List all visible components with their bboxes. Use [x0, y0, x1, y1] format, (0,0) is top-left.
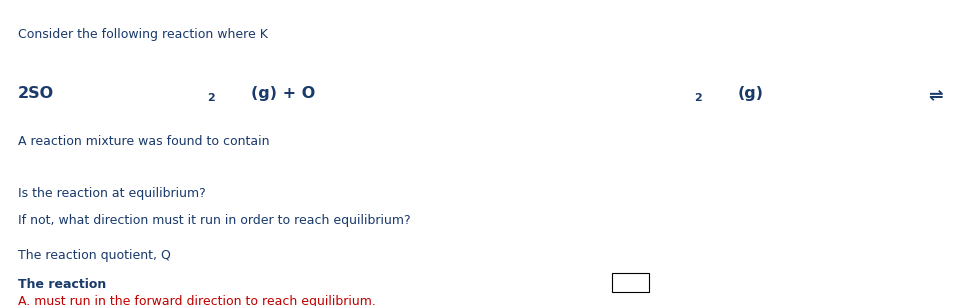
Text: If not, what direction must it run in order to reach equilibrium?: If not, what direction must it run in or…	[18, 214, 410, 227]
Text: A. must run in the forward direction to reach equilibrium.: A. must run in the forward direction to …	[18, 295, 376, 306]
FancyBboxPatch shape	[612, 273, 649, 292]
Text: 2: 2	[207, 93, 215, 103]
Text: 2SO: 2SO	[18, 86, 54, 101]
Text: Consider the following reaction where K: Consider the following reaction where K	[18, 28, 267, 40]
Text: A reaction mixture was found to contain: A reaction mixture was found to contain	[18, 135, 273, 147]
Text: (g): (g)	[738, 86, 764, 101]
Text: Is the reaction at equilibrium?: Is the reaction at equilibrium?	[18, 187, 205, 200]
Text: (g) + O: (g) + O	[251, 86, 315, 101]
Text: ⇌: ⇌	[928, 86, 942, 104]
Text: The reaction quotient, Q: The reaction quotient, Q	[18, 249, 171, 262]
Text: The reaction: The reaction	[18, 278, 105, 291]
Text: 2: 2	[694, 93, 702, 103]
